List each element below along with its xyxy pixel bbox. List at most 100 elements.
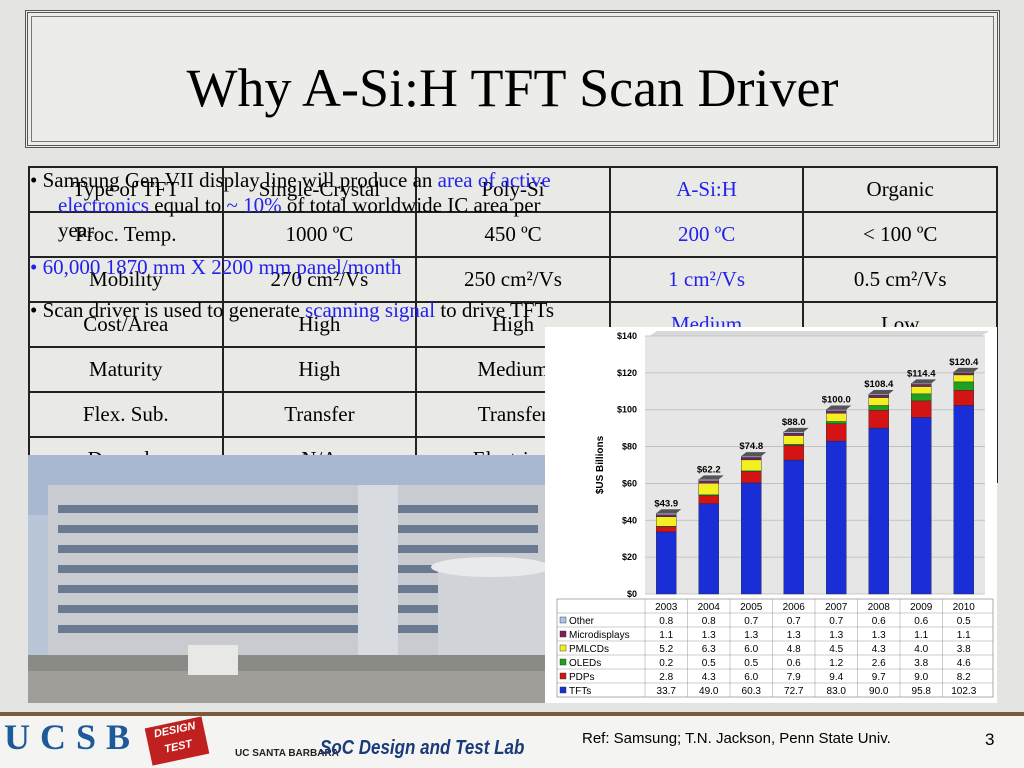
bullet-text: equal to <box>148 193 227 217</box>
data-value: 9.4 <box>829 672 843 683</box>
bar-segment <box>911 393 932 402</box>
bar-cap <box>783 427 809 432</box>
data-value: 1.3 <box>744 630 758 641</box>
bar-segment <box>698 503 719 595</box>
building-photo <box>28 455 545 703</box>
table-cell: 1 cm²/Vs <box>608 256 805 303</box>
bullet-text: to drive TFTs <box>435 298 554 322</box>
data-value: 1.2 <box>829 658 843 669</box>
data-value: 4.3 <box>872 644 886 655</box>
data-value: 6.0 <box>744 644 758 655</box>
data-value: 33.7 <box>657 686 677 697</box>
bar-segment <box>741 455 762 458</box>
reference: Ref: Samsung; T.N. Jackson, Penn State U… <box>582 730 891 747</box>
bullet: • Samsung Gen VII display line will prod… <box>30 168 551 242</box>
bar-segment <box>656 513 677 515</box>
y-tick-label: $60 <box>622 478 637 488</box>
bar-segment <box>783 435 804 445</box>
table-row: Proc. Temp. 1000 ºC 450 ºC 200 ºC < 100 ºC <box>28 211 998 258</box>
bar-segment <box>868 394 889 398</box>
table-cell: High <box>415 301 611 348</box>
legend-swatch <box>559 658 567 666</box>
bar-segment <box>783 459 804 595</box>
data-value: 72.7 <box>784 686 804 697</box>
y-axis-label: $US Billions <box>595 435 606 494</box>
table-row: Mobility 270 cm²/Vs 250 cm²/Vs 1 cm²/Vs 0.5 … <box>28 256 998 303</box>
bar-cap <box>868 390 894 395</box>
campus: UC SANTA BARBARA <box>235 748 339 759</box>
table-cell: 250 cm²/Vs <box>415 256 611 303</box>
data-value: 83.0 <box>827 686 847 697</box>
bar-segment <box>656 526 677 533</box>
y-tick-label: $80 <box>622 442 637 452</box>
legend-label: TFTs <box>569 686 591 697</box>
bar-segment <box>826 410 847 414</box>
data-value: 4.8 <box>787 644 801 655</box>
bar-cap <box>698 475 724 480</box>
lab-name: SoC Design and Test Lab <box>320 737 525 759</box>
bullet-text: ~ 10% <box>226 193 282 217</box>
x-tick-label: 2009 <box>910 602 933 613</box>
bar-segment <box>868 410 889 429</box>
total-label: $114.4 <box>907 368 936 379</box>
bar-segment <box>783 431 804 434</box>
data-value: 2.6 <box>872 658 886 669</box>
table-cell: Flex. Sub. <box>28 391 224 438</box>
legend-label: Microdisplays <box>569 630 630 641</box>
table-cell: Proc. Temp. <box>28 211 224 258</box>
data-value: 1.3 <box>787 630 801 641</box>
bar-segment <box>741 457 762 461</box>
bar-segment <box>911 384 932 387</box>
table-cell: 270 cm²/Vs <box>221 256 418 303</box>
x-tick-label: 2003 <box>655 602 678 613</box>
data-table-frame <box>556 598 994 698</box>
data-value: 2.8 <box>659 672 673 683</box>
bar-segment <box>826 421 847 424</box>
data-value: 7.9 <box>787 672 801 683</box>
bar-segment <box>698 479 719 482</box>
bar-segment <box>953 371 974 374</box>
bullet-list: • Samsung Gen VII display line will prod… <box>30 168 560 341</box>
bar-segment <box>826 440 847 595</box>
data-value: 0.6 <box>872 616 886 627</box>
data-value: 8.2 <box>957 672 971 683</box>
table-row: Cost/Area High High Medium Low <box>28 301 998 348</box>
data-value: 4.5 <box>829 644 843 655</box>
bar-segment <box>741 459 762 472</box>
legend-swatch <box>559 616 567 624</box>
title-box: Why A-Si:H TFT Scan Driver <box>25 10 1000 148</box>
bar-cap <box>656 509 682 514</box>
bullet-text: area of active electronics <box>58 168 551 217</box>
table-cell: High <box>221 346 418 393</box>
data-value: 1.1 <box>914 630 928 641</box>
x-tick-label: 2010 <box>953 602 976 613</box>
data-value: 9.0 <box>914 672 928 683</box>
table-cell: Poly-Si <box>415 166 611 213</box>
bar-segment <box>911 417 932 595</box>
data-value: 0.8 <box>702 616 716 627</box>
bar-segment <box>868 427 889 595</box>
data-value: 0.5 <box>957 616 971 627</box>
table-cell: 200 ºC <box>608 211 805 258</box>
bar-segment <box>783 432 804 436</box>
total-label: $62.2 <box>697 464 721 475</box>
x-tick-label: 2005 <box>740 602 763 613</box>
table-row: Type of TFT Single-Crystal Poly-Si A-Si:H Or… <box>28 166 998 213</box>
bullet-text: Samsung Gen VII display line will produc… <box>42 168 438 192</box>
data-value: 95.8 <box>912 686 932 697</box>
bar-segment <box>826 409 847 412</box>
y-tick-label: $100 <box>617 405 637 415</box>
table-cell: 1000 ºC <box>221 211 418 258</box>
data-value: 3.8 <box>957 644 971 655</box>
data-value: 1.3 <box>829 630 843 641</box>
total-label: $100.0 <box>822 395 851 406</box>
logo: UCSB <box>4 717 141 757</box>
legend-swatch <box>559 686 567 694</box>
bar-segment <box>868 397 889 406</box>
bar-cap <box>911 379 937 384</box>
y-tick-label: $0 <box>627 589 637 599</box>
legend-swatch <box>559 672 567 680</box>
bar-segment <box>953 381 974 391</box>
data-value: 0.6 <box>914 616 928 627</box>
